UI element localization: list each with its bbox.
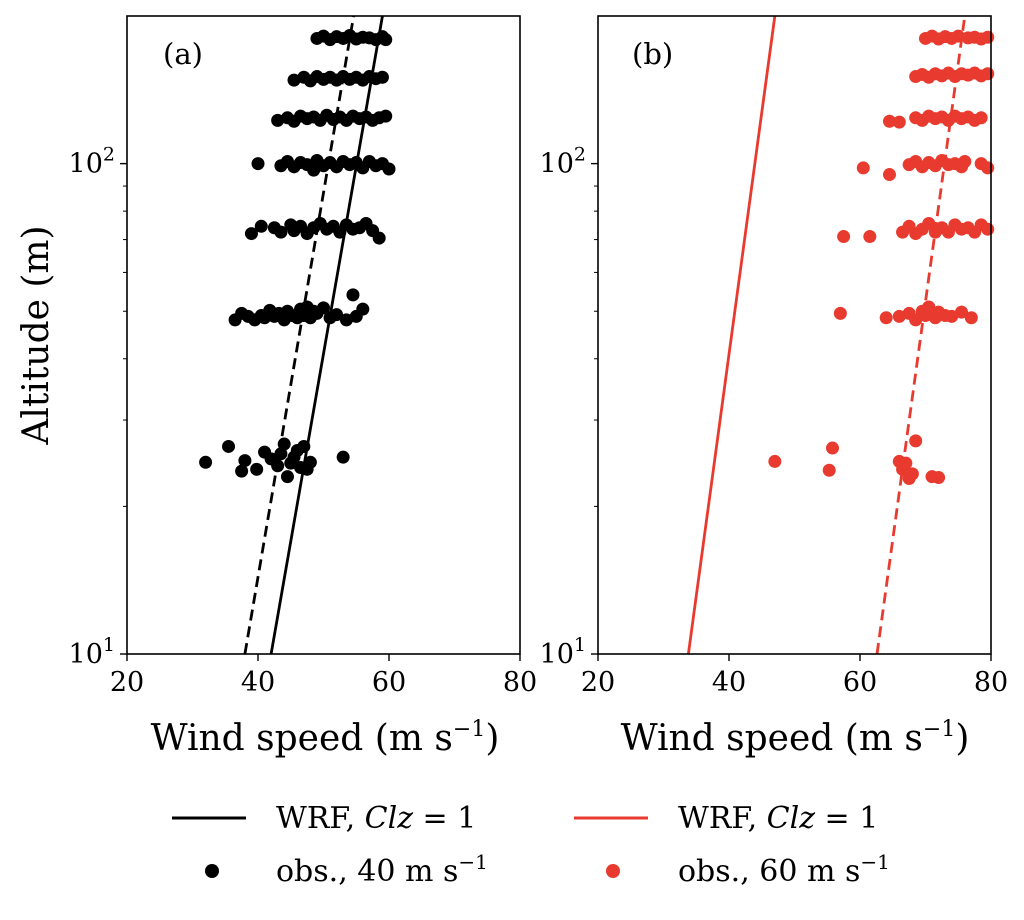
panel-b-obs-point: [974, 111, 988, 125]
panel-a-obs-point: [372, 231, 386, 245]
panel-a-obs-point: [379, 33, 393, 47]
panel-a-obs-point: [330, 308, 344, 322]
panel-b-obs-point: [932, 471, 946, 485]
panel-b-ticks: 20 40 60 80 101 102: [540, 144, 1009, 698]
panel-b-ytick-label: 102: [540, 144, 586, 180]
panel-b-obs-point: [981, 161, 995, 175]
panel-a-label: (a): [163, 37, 203, 71]
panel-a-obs-point: [280, 470, 294, 484]
panel-a-xtick-label: 80: [503, 667, 537, 698]
legend-label-obs-60: obs., 60 m s−1: [678, 850, 890, 889]
panel-a-obs-point: [274, 225, 288, 239]
panel-a-obs-point: [254, 219, 268, 233]
panel-a-obs-point: [339, 313, 353, 327]
panel-a-obs-point: [382, 162, 396, 176]
panel-b-obs-point: [955, 305, 969, 319]
legend-label-wrf-black: WRF, Clz = 1: [276, 801, 476, 836]
panel-b-obs-point: [981, 67, 995, 81]
panel-a-xlabel: Wind speed (m s−1): [151, 717, 500, 759]
panel-a-obs-point: [271, 113, 285, 127]
panel-a-ylabel: Altitude (m): [16, 225, 57, 445]
panel-b-obs-point: [863, 230, 877, 244]
panel-a-obs-point: [379, 109, 393, 123]
panel-a-xtick-label: 20: [110, 667, 144, 698]
panel-a-obs-point: [346, 288, 360, 302]
panel-a: 20 40 60 80 101 102 (a) Wind speed (m s−1) Al…: [16, 15, 538, 759]
panel-b-obs-point: [768, 454, 782, 468]
panel-b-obs-point: [825, 441, 839, 455]
panel-b-obs-point: [951, 29, 965, 43]
panel-a-ytick-label: 102: [69, 144, 115, 180]
panel-a-xtick-label: 60: [372, 667, 406, 698]
panel-a-obs-point: [251, 157, 265, 171]
panel-b-obs-point: [945, 309, 959, 323]
panel-b-marks: [687, 15, 995, 655]
panel-a-dashed-line: [243, 15, 356, 655]
panel-b-obs-point: [958, 155, 972, 169]
panel-b-solid-line: [687, 15, 777, 655]
panel-a-frame: [126, 15, 521, 655]
legend-swatch-obs-60: [606, 864, 620, 878]
panel-a-obs-point: [199, 455, 213, 469]
panel-b-obs-point: [892, 115, 906, 129]
panel-b-label: (b): [632, 37, 673, 71]
panel-a-marks: [199, 15, 396, 655]
panel-a-ytick-label: 101: [69, 634, 115, 670]
panel-b-frame: [597, 15, 992, 655]
panel-a-obs-point: [235, 464, 249, 478]
panel-a-obs-point: [250, 462, 264, 476]
panel-b: 20 40 60 80 101 102 (b) Wind speed (m s−1): [540, 15, 1009, 759]
panel-b-obs-point: [879, 311, 893, 325]
panel-a-obs-point: [277, 437, 291, 451]
panel-a-obs-point: [238, 454, 252, 468]
panel-b-obs-point: [837, 230, 851, 244]
panel-b-ytick-label: 101: [540, 634, 586, 670]
panel-a-xtick-label: 40: [241, 667, 275, 698]
panel-a-obs-point: [271, 459, 285, 473]
panel-a-obs-point: [287, 73, 301, 87]
panel-b-obs-point: [981, 222, 995, 236]
panel-b-xlabel: Wind speed (m s−1): [621, 717, 970, 759]
panel-b-obs-point: [905, 467, 919, 481]
panel-b-xtick-label: 20: [581, 667, 615, 698]
panel-b-obs-point: [882, 114, 896, 128]
panel-a-obs-point: [274, 447, 288, 461]
panel-b-obs-point: [856, 161, 870, 175]
panel-a-obs-point: [375, 70, 389, 84]
panel-a-obs-point: [222, 439, 236, 453]
panel-b-obs-point: [909, 434, 923, 448]
panel-a-obs-point: [244, 227, 258, 241]
panel-a-obs-point: [336, 450, 350, 464]
panel-b-obs-point: [892, 309, 906, 323]
panel-b-obs-point: [899, 456, 913, 470]
panel-b-obs-point: [882, 168, 896, 182]
legend-label-obs-40: obs., 40 m s−1: [276, 850, 488, 889]
panel-a-obs-point: [303, 455, 317, 469]
legend: WRF, Clz = 1 WRF, Clz = 1 obs., 40 m s−1…: [172, 801, 890, 889]
panel-a-obs-point: [317, 301, 330, 315]
panel-b-obs-point: [822, 463, 836, 477]
panel-b-xtick-label: 40: [712, 667, 746, 698]
panel-b-xtick-label: 60: [843, 667, 877, 698]
panel-b-obs-point: [981, 30, 995, 44]
panel-a-ticks: 20 40 60 80 101 102: [69, 144, 538, 698]
panel-b-obs-point: [964, 311, 978, 325]
panel-a-obs-point: [297, 439, 311, 453]
panel-b-xtick-label: 80: [974, 667, 1008, 698]
legend-swatch-obs-40: [205, 864, 219, 878]
panel-b-obs-point: [833, 306, 847, 320]
legend-label-wrf-red: WRF, Clz = 1: [678, 801, 878, 836]
panel-a-obs-point: [356, 302, 370, 316]
